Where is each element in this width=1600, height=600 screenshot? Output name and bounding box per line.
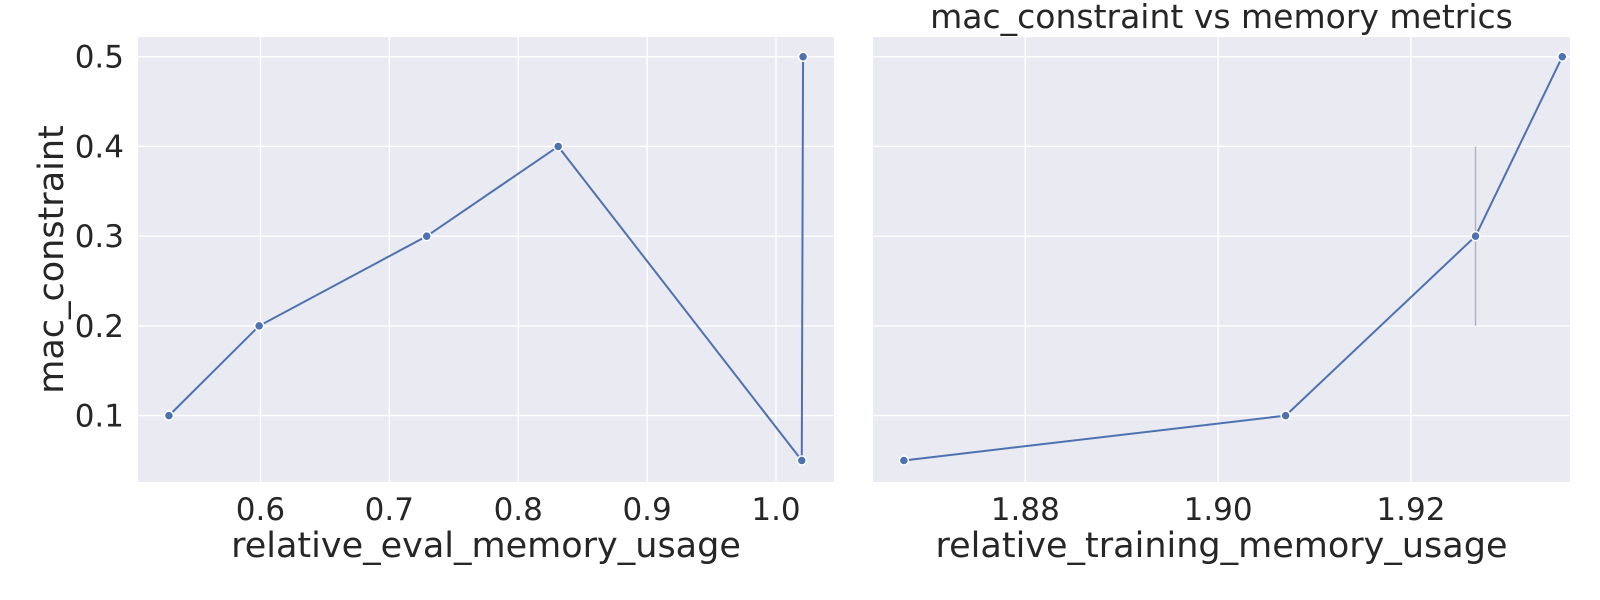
data-point	[1470, 230, 1481, 242]
x-tick-label: 0.7	[365, 492, 414, 528]
y-tick-label: 0.3	[75, 219, 124, 255]
data-point	[797, 51, 809, 62]
chart-title: mac_constraint vs memory metrics	[930, 0, 1513, 36]
x-axis-label: relative_eval_memory_usage	[231, 526, 741, 566]
x-axis-label: relative_training_memory_usage	[936, 526, 1508, 566]
plot-background	[138, 37, 834, 482]
chart-panel-1: 0.6 0.7 0.8 0.9 1.0 0.1 0.2 0.3 0.4 0.5 relative_e…	[32, 37, 834, 566]
x-tick-label: 1.0	[751, 492, 800, 528]
y-axis-label: mac_constraint	[32, 125, 72, 394]
series-line	[903, 56, 1564, 462]
data-point	[1280, 410, 1291, 421]
y-tick-label: 0.4	[75, 129, 124, 165]
x-tick-label: 1.88	[991, 492, 1060, 528]
data-point	[552, 141, 564, 152]
data-point	[796, 455, 808, 466]
data-point	[163, 410, 175, 421]
data-point	[421, 230, 432, 242]
data-point	[898, 455, 910, 466]
y-tick-label: 0.1	[75, 399, 124, 435]
x-tick-label: 0.8	[494, 492, 543, 528]
data-point	[253, 320, 265, 332]
x-tick-label: 0.9	[622, 492, 671, 528]
series-line	[168, 56, 805, 464]
y-tick-label: 0.5	[75, 40, 124, 76]
chart-panel-2: 1.88 1.90 1.92relative_training_memory_usa…	[873, 0, 1570, 566]
plot-background	[873, 37, 1570, 482]
x-tick-label: 1.92	[1376, 492, 1445, 528]
x-tick-label: 1.90	[1184, 492, 1253, 528]
data-point	[1557, 51, 1568, 62]
y-tick-label: 0.2	[75, 309, 124, 345]
x-tick-label: 0.6	[236, 492, 285, 528]
